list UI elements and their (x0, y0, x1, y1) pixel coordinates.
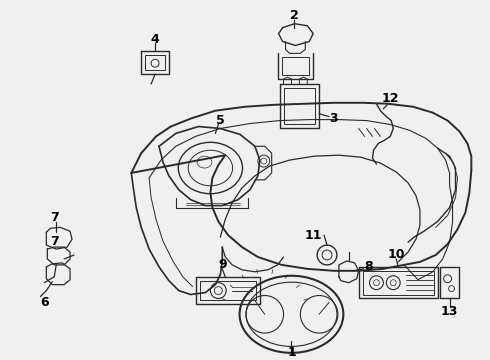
Text: 11: 11 (304, 229, 322, 242)
Bar (284, 88, 315, 123)
Bar (145, 55, 165, 70)
Bar (199, 281, 256, 301)
Bar (363, 271, 434, 294)
Text: 3: 3 (330, 112, 338, 125)
Bar (282, 57, 309, 75)
Text: 13: 13 (441, 305, 458, 318)
Text: 9: 9 (218, 258, 226, 271)
Text: 8: 8 (364, 260, 373, 273)
Text: 1: 1 (287, 346, 296, 359)
Text: 6: 6 (40, 296, 49, 309)
Text: 5: 5 (216, 114, 225, 127)
Text: 7: 7 (50, 235, 59, 248)
Text: 10: 10 (388, 248, 405, 261)
Text: 12: 12 (382, 92, 399, 105)
Text: 4: 4 (151, 33, 159, 46)
Text: 7: 7 (50, 211, 59, 224)
Text: 2: 2 (290, 9, 299, 22)
